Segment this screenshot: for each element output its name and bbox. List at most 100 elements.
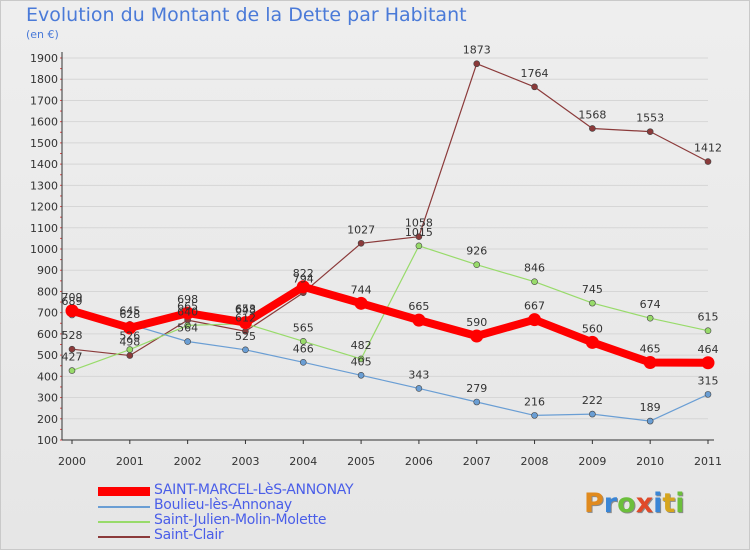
data-label: 466 bbox=[293, 342, 314, 355]
data-label: 745 bbox=[582, 283, 603, 296]
data-label: 1764 bbox=[521, 67, 549, 80]
data-point bbox=[531, 83, 538, 91]
data-label: 560 bbox=[582, 322, 603, 335]
data-label: 640 bbox=[177, 305, 198, 318]
data-label: 665 bbox=[177, 300, 198, 313]
data-point bbox=[528, 313, 542, 327]
data-point bbox=[646, 417, 654, 425]
data-point bbox=[181, 306, 195, 320]
data-label: 698 bbox=[177, 293, 198, 306]
y-tick-label: 1400 bbox=[30, 158, 58, 171]
data-label: 1015 bbox=[405, 226, 433, 239]
data-label: 615 bbox=[698, 311, 719, 324]
data-point bbox=[704, 327, 712, 335]
data-point bbox=[415, 385, 423, 392]
data-point bbox=[357, 355, 365, 363]
data-point bbox=[354, 296, 368, 310]
data-label: 1058 bbox=[405, 217, 433, 230]
x-tick-label: 2011 bbox=[694, 455, 722, 468]
chart-title: Evolution du Montant de la Dette par Hab… bbox=[26, 4, 467, 26]
data-point bbox=[473, 398, 481, 406]
y-tick-label: 600 bbox=[37, 328, 58, 341]
data-point bbox=[704, 391, 712, 398]
data-label: 709 bbox=[62, 291, 83, 304]
data-label: 667 bbox=[524, 300, 545, 313]
logo-letter: r bbox=[603, 488, 618, 519]
data-label: 645 bbox=[119, 304, 140, 317]
data-label: 279 bbox=[466, 382, 487, 395]
data-point bbox=[643, 356, 657, 370]
logo-letter: t bbox=[662, 488, 676, 519]
data-point bbox=[412, 313, 426, 327]
data-label: 525 bbox=[235, 330, 256, 343]
data-label: 653 bbox=[235, 303, 256, 316]
y-tick-label: 800 bbox=[37, 285, 58, 298]
data-label: 846 bbox=[524, 262, 545, 275]
y-tick-label: 200 bbox=[37, 413, 58, 426]
data-label: 1412 bbox=[694, 142, 722, 155]
y-tick-label: 1200 bbox=[30, 201, 58, 214]
data-point bbox=[68, 367, 76, 374]
data-label: 794 bbox=[293, 273, 314, 286]
logo-letter: x bbox=[635, 488, 654, 519]
legend-label-saint-julien: Saint-Julien-Molin-Molette bbox=[154, 512, 327, 528]
data-label: 465 bbox=[640, 343, 661, 356]
x-tick-label: 2010 bbox=[636, 455, 664, 468]
data-point bbox=[585, 335, 599, 349]
data-point bbox=[242, 346, 249, 354]
data-label: 564 bbox=[177, 322, 198, 335]
data-label: 648 bbox=[235, 304, 256, 317]
data-label: 343 bbox=[408, 368, 429, 381]
legend-swatch-saint-julien bbox=[98, 521, 150, 523]
data-label: 405 bbox=[351, 355, 372, 368]
data-label: 744 bbox=[351, 283, 372, 296]
x-tick-label: 2004 bbox=[289, 455, 317, 468]
data-label: 665 bbox=[408, 300, 429, 313]
legend-label-saint-clair: Saint-Clair bbox=[154, 527, 224, 543]
y-tick-label: 300 bbox=[37, 392, 58, 405]
y-tick-label: 400 bbox=[37, 370, 58, 383]
data-point bbox=[470, 329, 484, 343]
data-point bbox=[184, 338, 191, 345]
data-point bbox=[238, 316, 252, 330]
y-tick-label: 900 bbox=[37, 264, 58, 277]
legend-label-boulieu: Boulieu-lès-Annonay bbox=[154, 497, 292, 513]
data-point bbox=[65, 304, 79, 318]
data-label: 482 bbox=[351, 339, 372, 352]
data-label: 526 bbox=[119, 330, 140, 343]
y-tick-label: 1100 bbox=[30, 222, 58, 235]
x-tick-label: 2007 bbox=[463, 455, 491, 468]
x-tick-label: 2009 bbox=[578, 455, 606, 468]
data-label: 689 bbox=[62, 295, 83, 308]
data-point bbox=[68, 345, 76, 353]
data-point bbox=[126, 346, 134, 353]
x-tick-label: 2006 bbox=[405, 455, 433, 468]
y-tick-label: 1800 bbox=[30, 73, 58, 86]
data-label: 590 bbox=[466, 316, 487, 329]
data-point bbox=[646, 314, 654, 322]
logo-letter: o bbox=[617, 488, 636, 519]
data-point bbox=[704, 158, 712, 165]
data-label: 1027 bbox=[347, 223, 375, 236]
data-label: 628 bbox=[119, 308, 140, 321]
data-point bbox=[299, 359, 307, 366]
x-tick-label: 2001 bbox=[116, 455, 144, 468]
data-point bbox=[531, 412, 538, 419]
data-label: 822 bbox=[293, 267, 314, 280]
data-point bbox=[415, 242, 423, 250]
data-label: 189 bbox=[640, 401, 661, 414]
data-label: 315 bbox=[698, 374, 719, 387]
y-tick-label: 1900 bbox=[30, 52, 58, 65]
data-point bbox=[126, 352, 134, 359]
y-tick-label: 1500 bbox=[30, 137, 58, 150]
legend-label-saint-marcel: SAINT-MARCEL-LèS-ANNONAY bbox=[154, 482, 354, 498]
data-point bbox=[357, 371, 365, 379]
y-tick-label: 500 bbox=[37, 349, 58, 362]
y-tick-label: 1700 bbox=[30, 94, 58, 107]
legend-swatch-saint-marcel bbox=[98, 487, 150, 496]
data-point bbox=[473, 261, 481, 269]
data-label: 427 bbox=[62, 351, 83, 364]
x-tick-label: 2005 bbox=[347, 455, 375, 468]
data-label: 926 bbox=[466, 245, 487, 258]
